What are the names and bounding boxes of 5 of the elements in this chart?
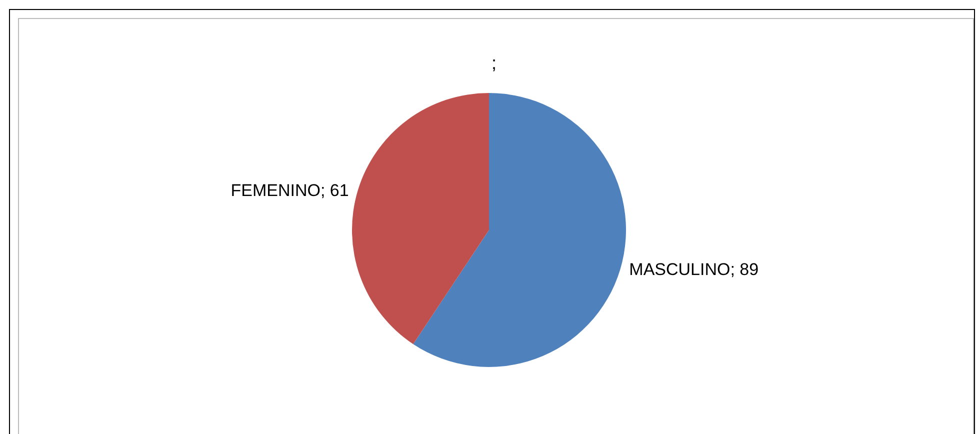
slice-label: MASCULINO	[629, 260, 730, 280]
slice-label: FEMENINO	[230, 180, 320, 200]
data-label: ; 89	[730, 260, 759, 280]
chart-title: ;	[491, 53, 497, 73]
data-label: ; 61	[320, 180, 349, 200]
